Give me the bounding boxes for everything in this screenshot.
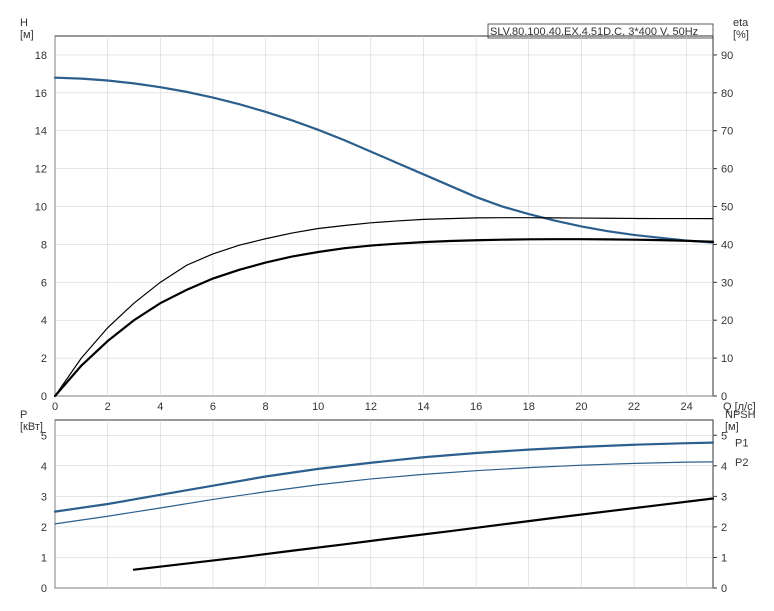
p2-curve-label: P2 (735, 457, 748, 469)
svg-text:14: 14 (417, 401, 429, 413)
bottom-left-ticks: 0 1 2 3 4 5 (41, 430, 47, 595)
svg-text:0: 0 (41, 583, 47, 595)
svg-text:3: 3 (41, 491, 47, 503)
svg-text:2: 2 (41, 522, 47, 534)
pump-curve-svg: SLV.80.100.40.EX.4.51D.C, 3*400 V, 50Hz … (0, 0, 774, 611)
svg-text:2: 2 (105, 401, 111, 413)
svg-text:2: 2 (41, 353, 47, 365)
h-axis-label-2: [м] (20, 29, 34, 41)
bottom-chart: P [кВт] NPSH [м] 012345 012345 P1P2 (20, 409, 756, 595)
svg-text:1: 1 (41, 552, 47, 564)
svg-text:0: 0 (721, 583, 727, 595)
svg-text:6: 6 (41, 277, 47, 289)
svg-text:16: 16 (470, 401, 482, 413)
svg-text:4: 4 (41, 461, 47, 473)
svg-text:0: 0 (41, 391, 47, 403)
top-plot-border (55, 36, 713, 396)
svg-text:6: 6 (210, 401, 216, 413)
top-left-ticks: 0 2 4 6 8 10 12 14 16 18 (35, 50, 47, 403)
h-axis-label-1: H (20, 17, 28, 29)
svg-text:22: 22 (628, 401, 640, 413)
svg-text:80: 80 (721, 88, 733, 100)
top-curves (55, 78, 713, 396)
eta-axis-label-1: eta (733, 17, 749, 29)
svg-text:10: 10 (312, 401, 324, 413)
eta-axis-label-2: [%] (733, 29, 749, 41)
svg-text:2: 2 (721, 522, 727, 534)
npsh-axis-label-1: NPSH (725, 409, 756, 421)
svg-text:12: 12 (365, 401, 377, 413)
svg-text:10: 10 (721, 353, 733, 365)
svg-text:18: 18 (35, 50, 47, 62)
svg-text:20: 20 (721, 315, 733, 327)
svg-text:12: 12 (35, 164, 47, 176)
top-x-ticks: 024681012141618202224 (52, 401, 693, 413)
svg-text:16: 16 (35, 88, 47, 100)
svg-text:5: 5 (41, 430, 47, 442)
svg-text:10: 10 (35, 202, 47, 214)
top-right-ticks: 0 10 20 30 40 50 60 70 80 90 (713, 50, 733, 403)
svg-text:1: 1 (721, 552, 727, 564)
svg-text:24: 24 (681, 401, 693, 413)
svg-text:8: 8 (41, 239, 47, 251)
svg-text:0: 0 (721, 391, 727, 403)
bottom-curves (55, 443, 713, 570)
svg-text:5: 5 (721, 430, 727, 442)
p-axis-label-2: [кВт] (20, 421, 43, 433)
svg-text:60: 60 (721, 164, 733, 176)
svg-text:18: 18 (523, 401, 535, 413)
svg-text:20: 20 (575, 401, 587, 413)
bottom-curve-labels: P1 P2 (735, 438, 748, 469)
top-grid (55, 36, 713, 396)
eta2-curve (55, 239, 713, 396)
p1-curve (55, 443, 713, 512)
svg-text:70: 70 (721, 126, 733, 138)
chart-container: SLV.80.100.40.EX.4.51D.C, 3*400 V, 50Hz … (0, 0, 774, 611)
svg-text:40: 40 (721, 239, 733, 251)
svg-text:14: 14 (35, 126, 47, 138)
p1-curve-label: P1 (735, 438, 748, 450)
svg-text:4: 4 (41, 315, 47, 327)
svg-text:4: 4 (721, 461, 727, 473)
bottom-right-ticks: 0 1 2 3 4 5 (713, 430, 727, 595)
p2-curve (55, 462, 713, 524)
svg-text:3: 3 (721, 491, 727, 503)
svg-text:30: 30 (721, 277, 733, 289)
svg-text:90: 90 (721, 50, 733, 62)
svg-text:50: 50 (721, 202, 733, 214)
svg-text:8: 8 (262, 401, 268, 413)
p-axis-label-1: P (20, 409, 27, 421)
svg-text:0: 0 (52, 401, 58, 413)
svg-text:4: 4 (157, 401, 163, 413)
top-chart: H [м] eta [%] Q [л/с] 024681012141618 01… (20, 17, 756, 413)
